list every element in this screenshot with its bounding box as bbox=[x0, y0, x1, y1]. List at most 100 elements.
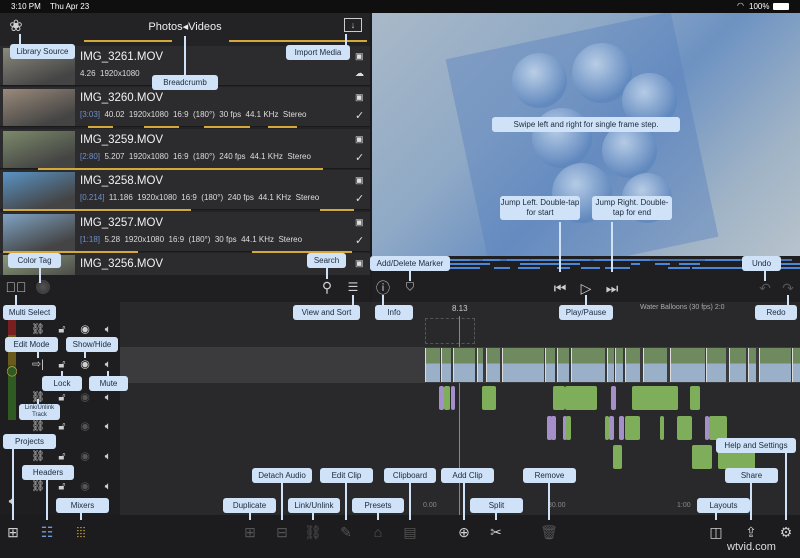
video-clip[interactable] bbox=[706, 348, 726, 382]
split-icon[interactable]: ✂ bbox=[490, 524, 502, 540]
play-icon[interactable]: ▷ bbox=[580, 280, 592, 296]
help-settings-icon[interactable]: ⚙ bbox=[779, 524, 793, 540]
color-tag-icon[interactable] bbox=[36, 280, 50, 294]
video-clip[interactable] bbox=[441, 348, 451, 382]
marker[interactable] bbox=[655, 263, 670, 265]
marker[interactable] bbox=[520, 263, 550, 265]
library-row[interactable]: IMG_3260.MOV [3:03] 40.02 1920x1080 16:9 … bbox=[0, 87, 370, 127]
marker[interactable] bbox=[679, 263, 700, 265]
speaker-icon[interactable]: 🔈︎ bbox=[104, 358, 112, 371]
audio-clip[interactable] bbox=[692, 445, 712, 469]
search-icon[interactable]: ⚲ bbox=[321, 279, 333, 295]
marker[interactable] bbox=[470, 267, 480, 269]
marker[interactable] bbox=[557, 267, 570, 269]
mixers-icon[interactable]: ⦙⦙⦙ bbox=[76, 524, 86, 540]
audio-clip[interactable] bbox=[553, 386, 565, 410]
marker[interactable] bbox=[457, 263, 490, 265]
audio-clip[interactable] bbox=[566, 416, 571, 440]
marker[interactable] bbox=[568, 263, 580, 265]
audio-clip[interactable] bbox=[613, 445, 622, 469]
library-row[interactable]: IMG_3259.MOV [2:80] 5.207 1920x1080 16:9 … bbox=[0, 129, 370, 169]
marker[interactable] bbox=[790, 263, 800, 265]
speaker-icon[interactable]: 🔈︎ bbox=[104, 391, 112, 404]
video-clip[interactable] bbox=[670, 348, 705, 382]
audio-clip[interactable] bbox=[605, 416, 609, 440]
multi-select-icon[interactable]: ✓⃝ bbox=[5, 279, 27, 295]
marker[interactable] bbox=[779, 267, 800, 269]
drop-zone[interactable] bbox=[425, 318, 475, 344]
eye-icon[interactable]: ◉ bbox=[80, 358, 90, 371]
audio-clip[interactable] bbox=[625, 416, 640, 440]
playhead[interactable] bbox=[459, 316, 460, 515]
link-track-icon[interactable]: ⛓ bbox=[31, 420, 45, 433]
video-clip[interactable] bbox=[571, 348, 605, 382]
edit-mode-icon[interactable]: ⇨| bbox=[31, 358, 45, 371]
unlock-icon[interactable]: 🔓︎ bbox=[58, 358, 66, 371]
video-clip[interactable] bbox=[486, 348, 500, 382]
headers-icon[interactable]: ☷ bbox=[40, 524, 54, 540]
share-icon[interactable]: ⇪ bbox=[745, 524, 757, 540]
duplicate-icon[interactable]: ⊞ bbox=[244, 524, 256, 540]
audio-clip[interactable] bbox=[482, 386, 496, 410]
video-clip[interactable] bbox=[557, 348, 569, 382]
add-marker-icon[interactable]: ⛉ bbox=[405, 281, 415, 294]
audio-clip[interactable] bbox=[611, 386, 616, 410]
add-clip-icon[interactable]: ⊕ bbox=[458, 524, 470, 540]
video-clip[interactable] bbox=[453, 348, 475, 382]
view-sort-icon[interactable]: ☰ bbox=[347, 280, 359, 294]
video-clip[interactable] bbox=[502, 348, 544, 382]
layouts-icon[interactable]: ◫ bbox=[709, 524, 723, 540]
marker[interactable] bbox=[668, 267, 690, 269]
video-clip[interactable] bbox=[759, 348, 791, 382]
marker[interactable] bbox=[494, 267, 510, 269]
audio-clip[interactable] bbox=[609, 416, 614, 440]
eye-icon[interactable]: ◉ bbox=[80, 450, 90, 463]
marker[interactable] bbox=[692, 267, 720, 269]
marker[interactable] bbox=[446, 267, 480, 269]
lock-icon[interactable]: 🔓︎ bbox=[58, 323, 66, 336]
video-clip[interactable] bbox=[729, 348, 746, 382]
eye-icon[interactable]: ◉ bbox=[80, 480, 90, 493]
audio-clip[interactable] bbox=[690, 386, 700, 410]
audio-clip[interactable] bbox=[619, 416, 624, 440]
lock-icon[interactable]: 🔓︎ bbox=[58, 420, 66, 433]
video-clip[interactable] bbox=[545, 348, 555, 382]
marker[interactable] bbox=[605, 267, 630, 269]
link-track-icon[interactable]: ⛓ bbox=[31, 450, 45, 463]
audio-clip[interactable] bbox=[664, 386, 678, 410]
volume-knob-icon[interactable]: ◯ bbox=[6, 366, 18, 377]
link-icon[interactable]: ⛓ bbox=[304, 524, 322, 540]
audio-clip[interactable] bbox=[660, 416, 664, 440]
audio-clip[interactable] bbox=[563, 416, 567, 440]
projects-icon[interactable]: ⊞ bbox=[7, 524, 19, 540]
audio-clip[interactable] bbox=[451, 386, 455, 410]
link-track-icon[interactable]: ⛓ bbox=[31, 323, 45, 336]
link-track-icon[interactable]: ⛓ bbox=[31, 391, 45, 404]
audio-clip[interactable] bbox=[677, 416, 692, 440]
video-clip[interactable] bbox=[748, 348, 756, 382]
video-clip[interactable] bbox=[607, 348, 614, 382]
presets-icon[interactable]: ⌂ bbox=[373, 524, 383, 540]
lock-icon[interactable]: 🔓︎ bbox=[58, 450, 66, 463]
undo-icon[interactable]: ↶ bbox=[759, 280, 771, 296]
video-clip[interactable] bbox=[477, 348, 483, 382]
audio-clip[interactable] bbox=[547, 416, 552, 440]
marker[interactable] bbox=[581, 267, 600, 269]
marker[interactable] bbox=[544, 263, 580, 265]
library-source-icon[interactable]: ❀ bbox=[9, 18, 23, 35]
library-row[interactable]: IMG_3258.MOV [0.214] 11.186 1920x1080 16:… bbox=[0, 170, 370, 210]
speaker-icon[interactable]: 🔈︎ bbox=[104, 480, 112, 493]
audio-clip[interactable] bbox=[444, 386, 450, 410]
video-clip[interactable] bbox=[643, 348, 667, 382]
eye-icon[interactable]: ◉ bbox=[80, 323, 90, 336]
video-clip[interactable] bbox=[425, 348, 440, 382]
eye-icon[interactable]: ◉ bbox=[80, 420, 90, 433]
audio-clip[interactable] bbox=[551, 416, 556, 440]
speaker-icon[interactable]: 🔈︎ bbox=[104, 420, 112, 433]
audio-clip[interactable] bbox=[439, 386, 444, 410]
marker[interactable] bbox=[716, 267, 750, 269]
marker[interactable] bbox=[631, 263, 640, 265]
audio-clip[interactable] bbox=[705, 416, 709, 440]
video-clip[interactable] bbox=[625, 348, 640, 382]
marker[interactable] bbox=[481, 263, 490, 265]
